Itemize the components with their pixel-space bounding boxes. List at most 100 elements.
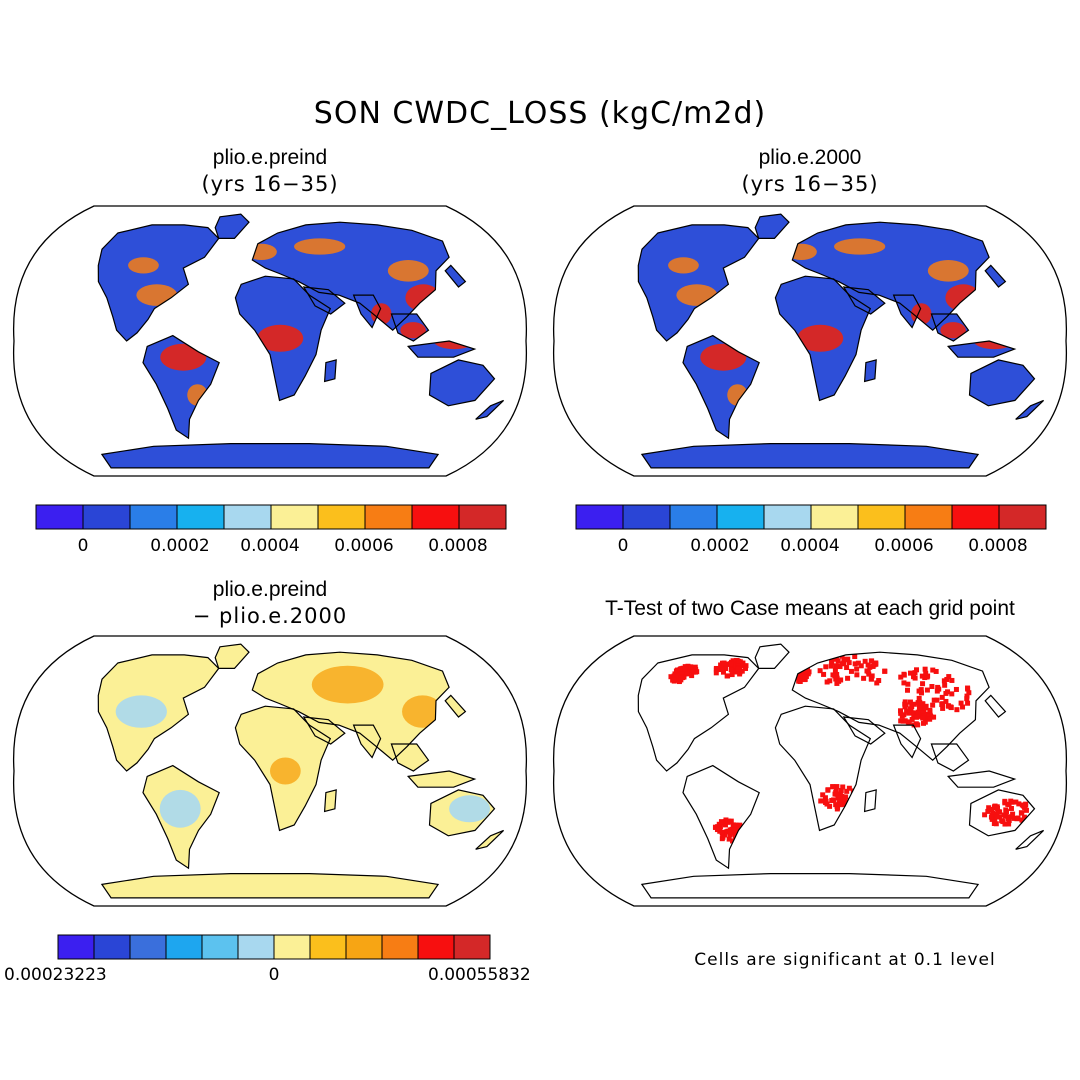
- significant-cell: [917, 699, 923, 705]
- coastline: [640, 443, 980, 469]
- landmass-greenland: [215, 644, 249, 669]
- significant-cell: [838, 788, 844, 794]
- significant-cell: [882, 668, 888, 674]
- warm-region: [294, 238, 346, 255]
- significant-cell: [720, 669, 726, 675]
- significant-cell: [873, 660, 879, 666]
- significant-cell: [1021, 803, 1027, 809]
- colorbar-swatch: [810, 504, 859, 530]
- significant-cell: [924, 674, 930, 680]
- coastline: [791, 221, 990, 332]
- significant-cell: [804, 668, 810, 674]
- coastline: [142, 334, 220, 440]
- landmass-indonesia: [408, 771, 475, 788]
- colorbar-swatch: [453, 934, 491, 960]
- landmass-newZealand: [1015, 400, 1044, 420]
- panel-3-title: plio.e.preind: [212, 578, 328, 601]
- significant-cell: [721, 660, 727, 666]
- colorbar-3-tick: 0.00055832: [428, 965, 531, 985]
- coastline: [968, 789, 1036, 837]
- significant-cell: [825, 787, 831, 793]
- significant-cell: [930, 702, 936, 708]
- significant-cell: [994, 814, 1000, 820]
- significant-cell: [917, 705, 923, 711]
- colorbar-2-tick: 0.0006: [874, 536, 934, 556]
- colorbar-panel-3: [57, 934, 491, 960]
- coastline: [791, 651, 990, 762]
- significant-cell: [916, 695, 922, 701]
- landmass-arabia: [303, 717, 345, 744]
- significant-cell: [682, 666, 688, 672]
- warm-region: [668, 257, 699, 274]
- coastline: [1015, 829, 1045, 850]
- significant-cell: [1013, 799, 1019, 805]
- colorbar-swatch: [381, 934, 419, 960]
- landmass-antarctica: [101, 443, 439, 468]
- significant-cell: [817, 668, 823, 674]
- significant-cell: [943, 690, 949, 696]
- significant-cell: [730, 838, 736, 844]
- colorbar-swatch: [223, 504, 272, 530]
- colorbar-swatch: [309, 934, 347, 960]
- significant-cell: [834, 784, 840, 790]
- significant-cell: [855, 660, 861, 666]
- coastline: [234, 275, 332, 402]
- significant-cell: [743, 663, 749, 669]
- significant-cell: [854, 672, 860, 678]
- map-panel-4: [552, 635, 1068, 907]
- colorbar-swatch: [273, 934, 311, 960]
- significant-cell: [966, 690, 972, 696]
- significant-cell: [943, 698, 949, 704]
- significant-cell: [671, 673, 677, 679]
- colorbar-swatch: [716, 504, 765, 530]
- hot-region: [400, 322, 426, 339]
- coastline: [863, 359, 877, 383]
- significant-cell: [838, 677, 844, 683]
- significant-cell: [868, 676, 874, 682]
- coastline: [842, 286, 886, 315]
- significant-cell: [829, 659, 835, 665]
- significant-cell: [995, 809, 1001, 815]
- significant-cell: [728, 667, 734, 673]
- significant-cell: [919, 705, 925, 711]
- significant-cell: [994, 805, 1000, 811]
- significant-cell: [944, 676, 950, 682]
- significant-cell: [727, 829, 733, 835]
- significant-cell: [914, 714, 920, 720]
- significant-cell: [730, 829, 736, 835]
- significant-cell: [802, 674, 808, 680]
- warm-anomaly: [402, 695, 444, 728]
- coastline: [892, 724, 922, 759]
- significant-cell: [906, 719, 912, 725]
- significant-cell: [1008, 805, 1014, 811]
- significant-cell: [904, 687, 910, 693]
- significant-cell: [874, 680, 880, 686]
- significant-cell: [1007, 814, 1013, 820]
- significant-cell: [837, 795, 843, 801]
- coastline: [390, 743, 430, 772]
- coastline: [428, 359, 496, 407]
- landmass-northAmerica: [638, 654, 759, 771]
- coastline: [475, 399, 505, 420]
- colorbar-swatch: [129, 934, 167, 960]
- significant-cell: [901, 680, 907, 686]
- significant-cell: [833, 663, 839, 669]
- significant-cell: [686, 667, 692, 673]
- significant-cell: [735, 666, 741, 672]
- colorbar-panel-2: [575, 504, 1047, 530]
- coastline: [406, 770, 477, 788]
- significant-cell: [911, 701, 917, 707]
- significant-cell: [897, 708, 903, 714]
- landmass-northAmerica: [638, 224, 759, 341]
- coastline: [323, 789, 337, 813]
- significant-cell: [837, 664, 843, 670]
- significant-cell: [865, 669, 871, 675]
- colorbar-1-tick: 0: [77, 536, 89, 556]
- landmass-antarctica: [641, 873, 979, 898]
- significant-cell: [954, 707, 960, 713]
- significant-cell: [726, 836, 732, 842]
- significant-cell: [866, 671, 872, 677]
- significant-cell: [919, 673, 925, 679]
- significant-cell: [1008, 798, 1014, 804]
- significant-cell: [843, 657, 849, 663]
